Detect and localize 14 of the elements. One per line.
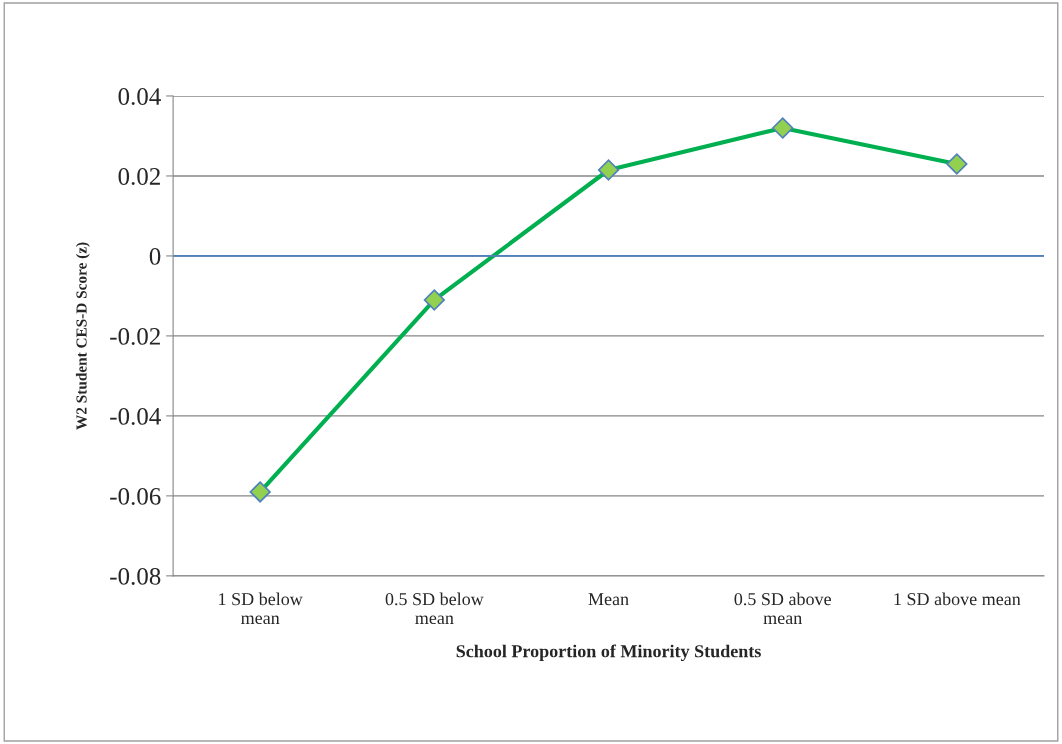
- y-tick-label: -0.04: [110, 407, 161, 425]
- x-tick-label: 1 SD above mean: [894, 592, 1021, 606]
- y-axis-title: W2 Student CES-D Score (z): [75, 242, 90, 430]
- y-tick-label: -0.02: [110, 327, 160, 345]
- x-tick-label: Mean: [588, 593, 629, 606]
- x-tick-label: 0.5 SD below mean: [385, 592, 484, 625]
- y-tick-label: 0.02: [118, 168, 160, 185]
- x-axis-title: School Proportion of Minority Students: [456, 644, 761, 662]
- y-tick-label: -0.06: [110, 487, 161, 505]
- x-tick-label: 0.5 SD above mean: [734, 592, 831, 625]
- x-tick-label: 1 SD below mean: [219, 592, 303, 625]
- y-tick-label: 0: [149, 247, 161, 265]
- y-tick-label: -0.08: [110, 567, 161, 585]
- y-tick-label: 0.04: [118, 88, 161, 106]
